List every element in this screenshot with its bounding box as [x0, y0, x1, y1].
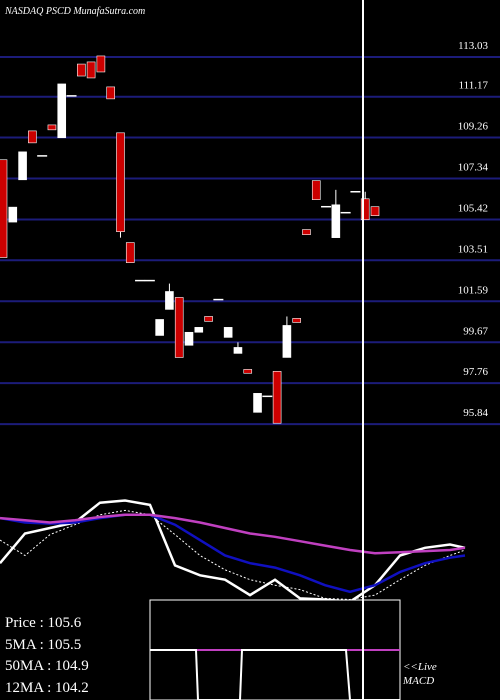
- candle-body: [311, 180, 321, 200]
- info-5ma: 5MA : 105.5: [5, 637, 81, 653]
- candle-body: [18, 151, 27, 181]
- candle-body: [116, 132, 125, 232]
- candle-body: [57, 83, 67, 139]
- candle-body: [184, 331, 194, 346]
- y-tick-label: 109.26: [458, 121, 489, 133]
- candle-body: [223, 327, 233, 338]
- y-tick-label: 113.03: [458, 40, 488, 52]
- y-tick-label: 105.42: [458, 203, 488, 215]
- candle-body: [47, 124, 57, 131]
- candle-body: [77, 63, 86, 77]
- info-12ma: 12MA : 104.2: [5, 680, 89, 696]
- candle-body: [28, 130, 37, 144]
- macd: [150, 649, 400, 700]
- candle-body: [96, 55, 106, 73]
- chart-title: NASDAQ PSCD MunafaSutra.com: [4, 6, 145, 17]
- candle-body: [8, 206, 18, 223]
- macd-label: MACD: [402, 675, 434, 687]
- candle-body: [302, 229, 311, 235]
- candle-body: [165, 291, 174, 310]
- candle-body: [106, 86, 115, 100]
- candle-body: [204, 316, 213, 322]
- indicators: [0, 499, 466, 603]
- candle-body: [253, 393, 262, 413]
- indicator-line: [150, 649, 400, 700]
- grid: 113.03 111.17 109.26 107.34 105.42 103.51 101.…: [0, 40, 500, 426]
- info-50ma: 50MA : 104.9: [5, 658, 89, 674]
- candle-body: [272, 371, 282, 424]
- candle-body: [370, 206, 380, 216]
- candle-body: [360, 198, 370, 221]
- indicator-line: [0, 513, 466, 555]
- y-tick-label: 97.76: [463, 366, 488, 378]
- y-tick-label: 107.34: [458, 162, 489, 174]
- candle-body: [125, 242, 135, 263]
- candle-body: [86, 61, 96, 79]
- candle-body: [0, 159, 8, 258]
- indicator-line: [0, 509, 466, 601]
- y-tick-label: 103.51: [458, 243, 488, 255]
- y-tick-label: 95.84: [463, 407, 488, 419]
- indicator-line: [0, 513, 466, 594]
- y-tick-label: 101.59: [458, 284, 489, 296]
- candles: [0, 55, 380, 424]
- candle-body: [155, 319, 164, 336]
- candle-body: [194, 327, 204, 333]
- macd-label: <<Live: [403, 661, 437, 673]
- candle-body: [174, 297, 184, 358]
- candle-body: [233, 347, 243, 354]
- candle-body: [331, 204, 341, 238]
- y-tick-label: 99.67: [463, 325, 488, 337]
- candle-body: [292, 318, 301, 323]
- y-tick-label: 111.17: [459, 80, 489, 92]
- candle-body: [243, 369, 253, 374]
- candle-body: [282, 325, 292, 358]
- info-price: Price : 105.6: [5, 615, 82, 631]
